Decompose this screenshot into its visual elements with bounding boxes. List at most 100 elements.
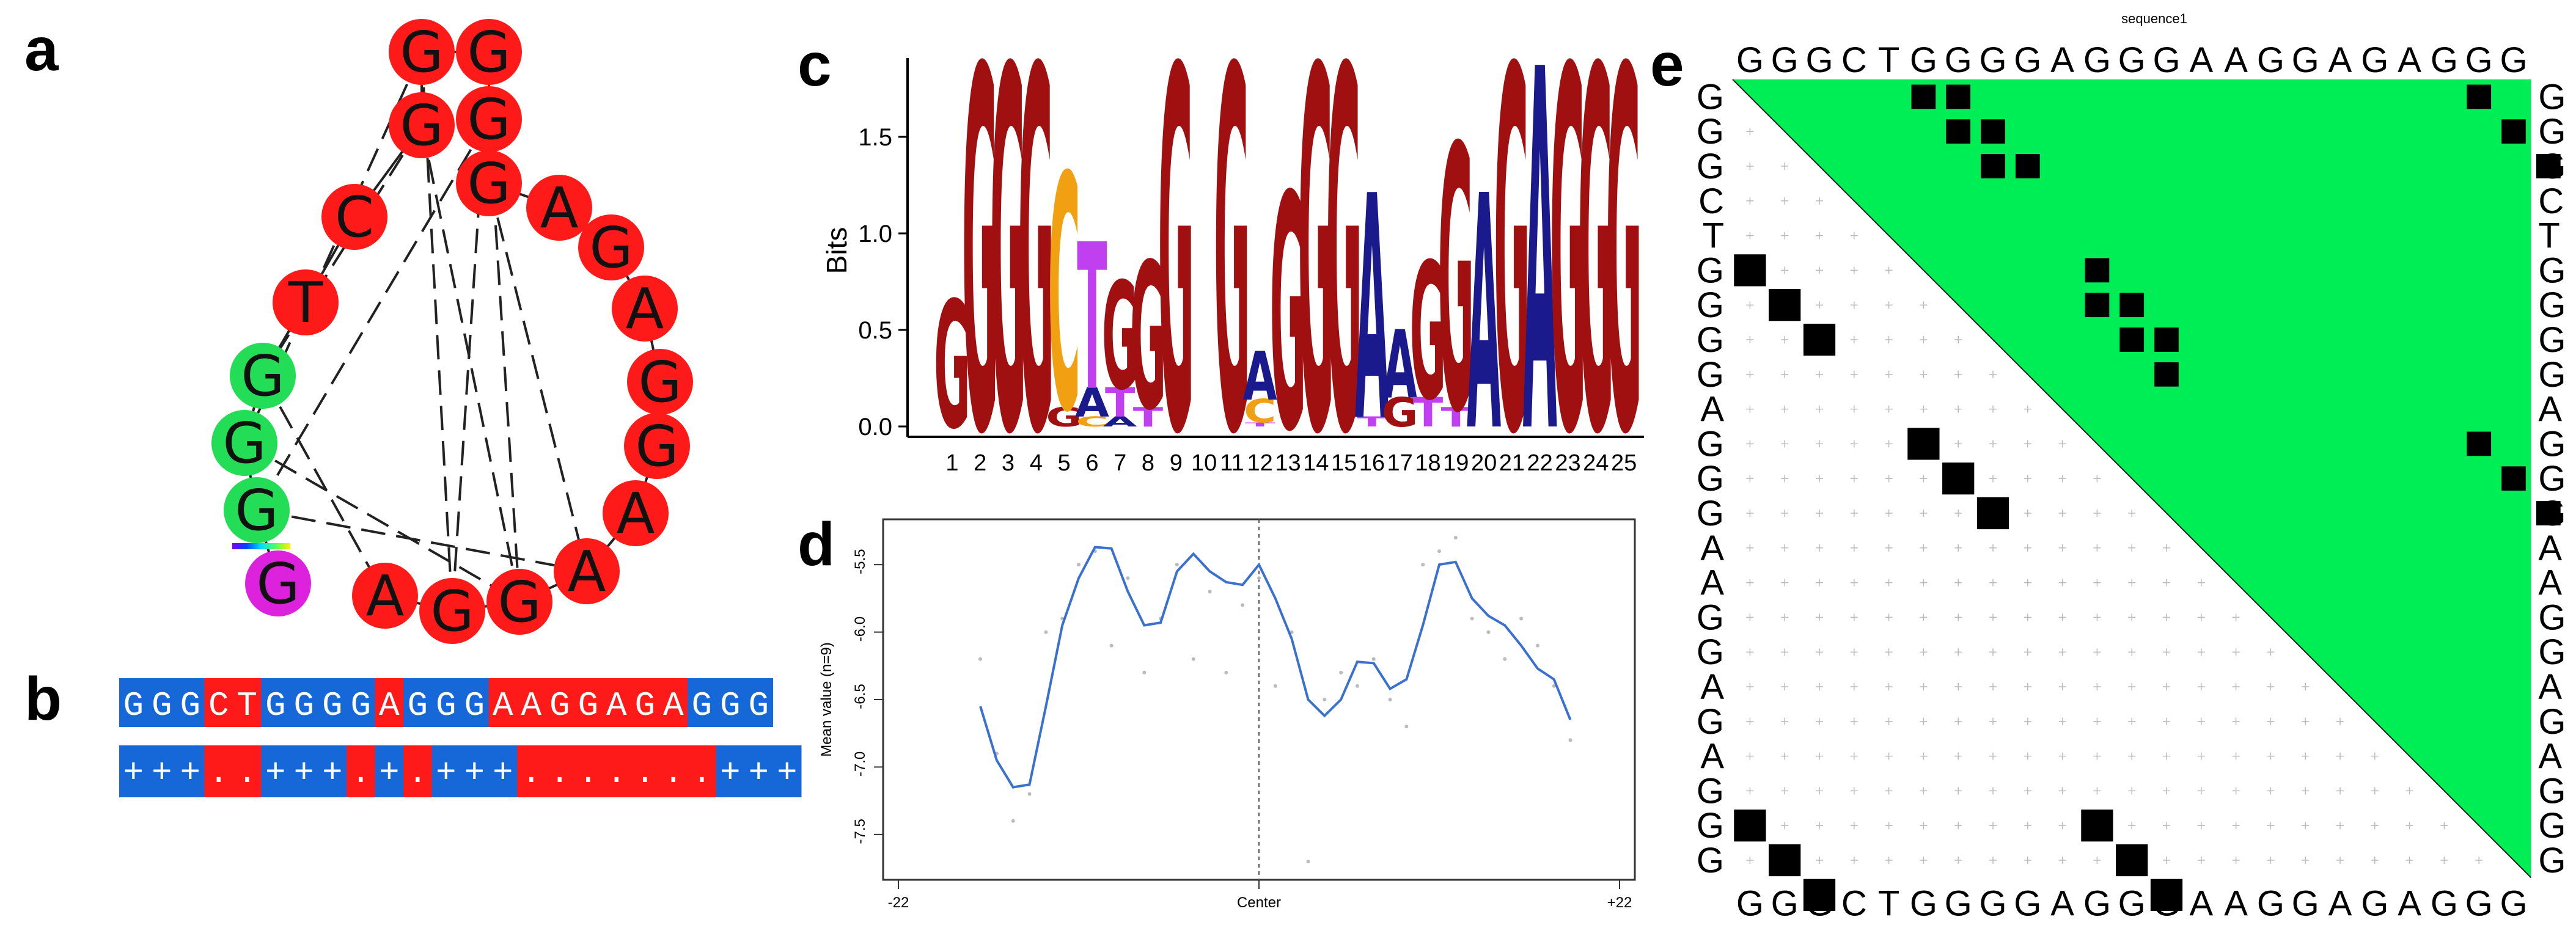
logo-x-tick: 11	[1220, 450, 1244, 476]
grid-mark	[2058, 544, 2066, 552]
grid-mark	[1850, 613, 1858, 621]
nucleotide-node: G	[624, 413, 690, 479]
grid-mark	[1746, 440, 1754, 448]
grid-mark	[2232, 648, 2240, 656]
logo-letter: G	[1046, 402, 1082, 433]
nucleotide-node: A	[554, 538, 620, 604]
grid-mark	[1989, 370, 1997, 378]
plot-scatter	[978, 536, 1572, 863]
contact-cell	[2154, 327, 2179, 352]
grid-mark	[1816, 440, 1823, 448]
annotation-symbol: +	[265, 753, 286, 792]
logo-x-tick: 19	[1443, 450, 1469, 476]
grid-mark	[2024, 822, 2031, 830]
contact-cell	[2119, 327, 2145, 352]
annotation-cell	[375, 745, 404, 797]
grid-mark	[1954, 613, 1962, 621]
logo-letter: T	[1357, 414, 1387, 430]
plot-point	[1453, 536, 1458, 539]
grid-mark	[2093, 544, 2101, 552]
grid-mark	[1920, 683, 1928, 690]
grid-mark	[1885, 370, 1893, 378]
nucleotide-node: A	[603, 480, 669, 546]
nucleotide-node: G	[245, 550, 311, 616]
annotation-cell	[772, 745, 802, 797]
grid-mark	[2267, 752, 2275, 760]
grid-mark	[1816, 613, 1823, 621]
logo-letter: C	[1076, 414, 1108, 430]
right-sequence-letter: G	[2538, 250, 2566, 290]
nucleotide-node: G	[627, 349, 693, 415]
contact-cell	[1769, 289, 1801, 321]
logo-letter: T	[1105, 380, 1135, 426]
nucleotide-node: G	[456, 19, 522, 85]
bottom-sequence-letter: G	[2465, 883, 2493, 923]
grid-mark	[1920, 613, 1928, 621]
left-sequence-letter: A	[1700, 390, 1724, 430]
contact-cell	[1769, 844, 1801, 877]
logo-x-tick: 16	[1359, 450, 1385, 476]
grid-mark	[2302, 717, 2310, 725]
plot-point	[1339, 670, 1343, 675]
bottom-sequence-letter: G	[2361, 883, 2388, 923]
sequence-cell	[545, 678, 574, 727]
plot-point	[1208, 590, 1212, 594]
grid-mark	[2024, 857, 2031, 864]
top-sequence-letter: T	[1878, 40, 1899, 80]
annotation-cell	[147, 745, 177, 797]
sequence-cell	[403, 678, 432, 727]
grid-mark	[2024, 787, 2031, 795]
nucleotide-node: G	[456, 86, 522, 152]
nucleotide-letter: A	[617, 481, 655, 546]
logo-letter: G	[1605, 0, 1642, 544]
plot-point	[1126, 576, 1130, 580]
grid-mark	[1746, 857, 1754, 864]
left-sequence-letter: T	[1703, 216, 1724, 256]
plot-y-tick: -6.5	[852, 684, 868, 709]
grid-mark	[2128, 822, 2136, 830]
grid-mark	[1989, 752, 1997, 760]
grid-mark	[1885, 787, 1893, 795]
bottom-sequence-letter: A	[2189, 883, 2213, 923]
grid-mark	[1954, 544, 1962, 552]
right-sequence-letter: A	[2538, 563, 2562, 603]
annotation-cell	[431, 745, 461, 797]
grid-mark	[1954, 857, 1962, 864]
grid-mark	[1816, 717, 1823, 725]
sequence-letter: G	[436, 686, 457, 725]
contact-cell	[2119, 293, 2145, 318]
logo-x-tick: 22	[1527, 450, 1553, 476]
nucleotide-node: G	[389, 92, 455, 158]
annotation-cell	[403, 745, 432, 797]
grid-mark	[2058, 579, 2066, 587]
grid-mark	[1954, 822, 1962, 830]
top-sequence-letter: G	[1910, 40, 1937, 80]
sequence-letter: T	[237, 686, 257, 725]
bottom-sequence-letter: G	[2431, 883, 2458, 923]
annotation-symbol: .	[350, 753, 371, 792]
plot-point	[1437, 549, 1441, 554]
contact-cell	[2150, 879, 2183, 911]
grid-mark	[1781, 613, 1789, 621]
grid-mark	[2302, 857, 2310, 864]
bottom-sequence-letter: G	[1945, 883, 1972, 923]
contact-cell	[2081, 810, 2113, 842]
grid-mark	[1781, 232, 1789, 239]
nucleotide-node: G	[419, 578, 485, 644]
annotation-symbol: +	[720, 753, 741, 792]
sequence-logo: Bits 0.00.51.01.51 2 3 4 5 6 7 8 9 10 11 12 13 14 15 16…	[821, 0, 1644, 544]
contact-cell	[2501, 466, 2526, 491]
grid-mark	[1816, 475, 1823, 483]
left-sequence-letter: G	[1697, 771, 1724, 811]
nucleotide-letter: A	[568, 539, 606, 604]
annotation-cell	[602, 745, 631, 797]
logo-y-tick: 0.5	[858, 317, 892, 344]
contact-cell	[2467, 431, 2492, 456]
logo-x-tick: 15	[1331, 450, 1357, 476]
grid-mark	[2024, 510, 2031, 517]
grid-mark	[2128, 717, 2136, 725]
sequence-letter: G	[293, 686, 314, 725]
logo-letter: G	[1326, 0, 1362, 544]
